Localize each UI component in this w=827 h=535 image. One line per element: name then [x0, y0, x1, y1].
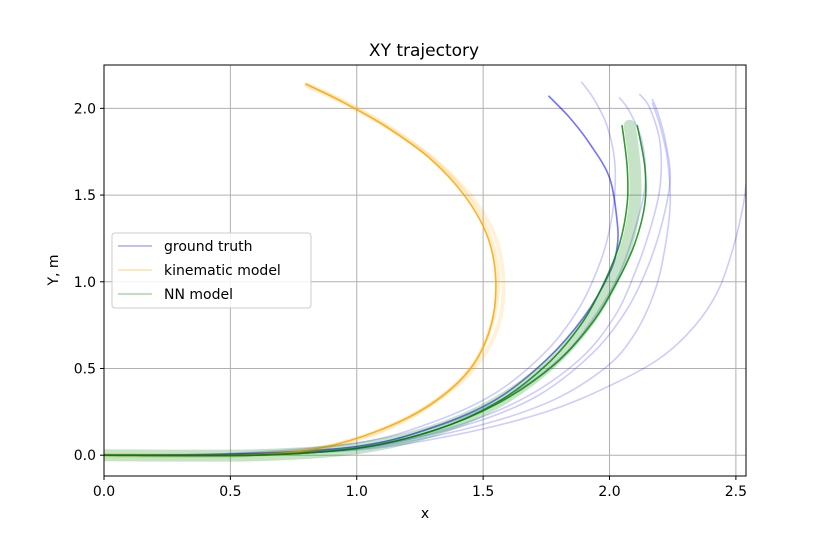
plot-area — [104, 81, 746, 462]
x-tick-label: 1.5 — [472, 484, 494, 500]
x-axis-label: x — [421, 506, 429, 522]
y-axis-label: Y, m — [46, 254, 62, 286]
NN-model-series-line — [104, 124, 647, 457]
ground-truth-series-line — [104, 98, 672, 456]
axes-frame — [103, 64, 747, 477]
ground-truth-series-line — [104, 95, 619, 457]
chart-title: XY trajectory — [369, 41, 479, 61]
y-tick-label: 1.5 — [74, 188, 96, 204]
x-tick-label: 2.5 — [725, 484, 747, 500]
legend-label: kinematic model — [164, 263, 281, 279]
y-tick-label: 1.0 — [74, 275, 96, 291]
y-tick-label: 0.5 — [74, 361, 96, 377]
y-tick-label: 0.0 — [74, 448, 96, 464]
x-axis-ticks: 0.0 0.5 1.0 1.5 2.0 2.5 — [93, 476, 747, 500]
legend-label: ground truth — [164, 239, 252, 255]
kinematic-model-series-line — [104, 83, 497, 457]
legend: ground truth kinematic model NN model — [111, 232, 312, 309]
x-tick-label: 0.0 — [93, 484, 115, 500]
ground-truth-series-line — [104, 93, 663, 456]
x-tick-label: 0.5 — [219, 484, 241, 500]
y-axis-ticks: 0.0 0.5 1.0 1.5 2.0 — [74, 101, 104, 464]
y-tick-label: 2.0 — [74, 101, 96, 117]
x-tick-label: 2.0 — [598, 484, 620, 500]
legend-box — [111, 232, 312, 309]
legend-label: NN model — [164, 287, 233, 303]
x-tick-label: 1.0 — [346, 484, 368, 500]
